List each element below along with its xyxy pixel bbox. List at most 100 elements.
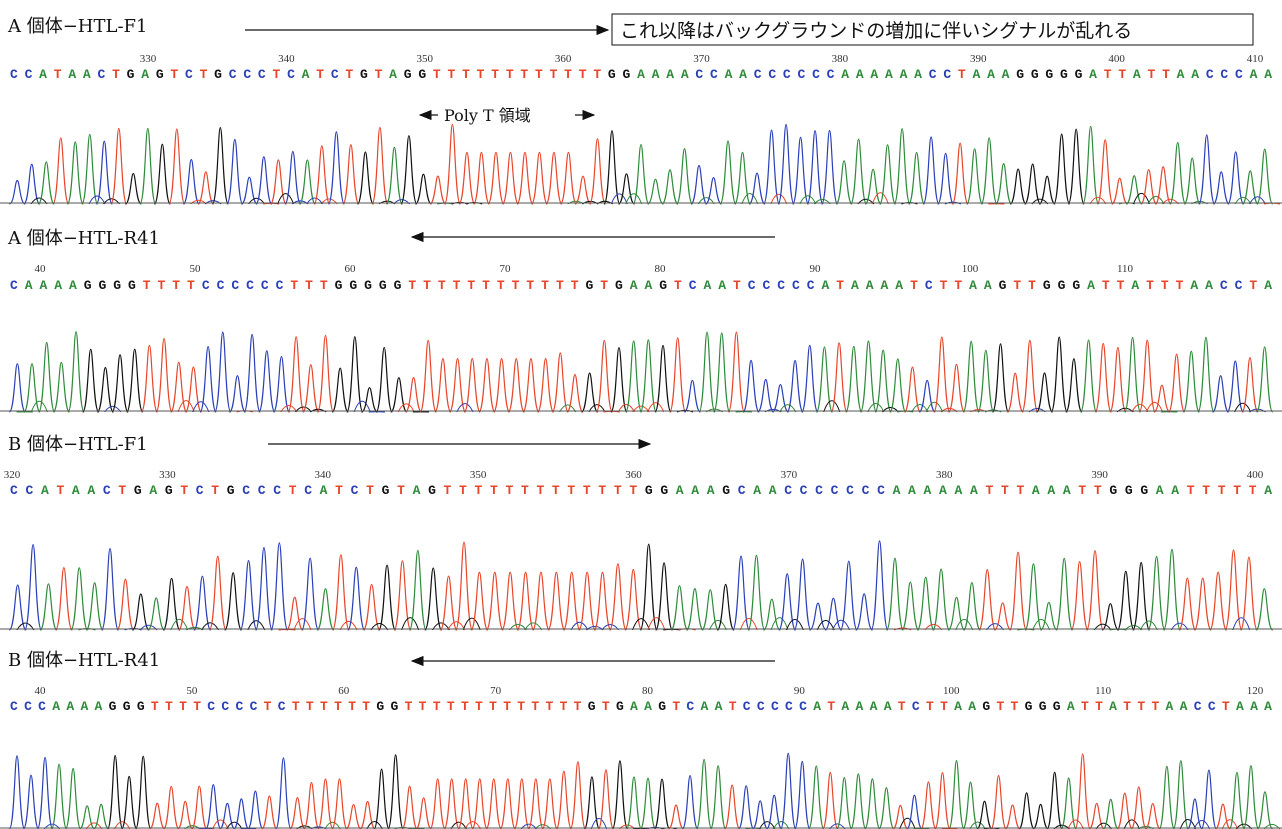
trace-peak <box>979 570 996 630</box>
trace-peak <box>304 782 319 829</box>
trace-peak <box>671 586 688 630</box>
trace-peak <box>582 373 598 412</box>
trace-peak <box>921 782 936 829</box>
trace-peak <box>347 337 363 412</box>
position-number: 330 <box>140 53 157 65</box>
trace-peak <box>934 337 950 412</box>
trace-peak <box>1039 176 1055 204</box>
trace-peak <box>702 590 719 630</box>
trace-peak <box>456 542 473 630</box>
trace-peak <box>1125 337 1141 412</box>
trace-peak <box>299 160 315 204</box>
trace-peak <box>1051 337 1067 412</box>
panel-label: B 個体−HTL-R41 <box>8 650 160 671</box>
trace-peak <box>262 796 277 829</box>
position-number: 360 <box>555 53 572 65</box>
trace-peak <box>517 152 533 204</box>
trace-peak <box>1036 373 1052 412</box>
trace-peak <box>1148 556 1165 630</box>
trace-peak <box>286 597 303 630</box>
trace-peak <box>343 145 359 204</box>
trace-peak <box>1083 126 1099 204</box>
trace-peak <box>517 572 534 630</box>
trace-peak <box>619 174 635 204</box>
trace-peak <box>810 603 827 630</box>
trace-peak <box>459 152 475 204</box>
trace-peak <box>648 179 664 204</box>
trace-peak <box>1213 376 1229 412</box>
trace-peak <box>584 777 599 829</box>
trace-peak <box>502 152 518 204</box>
trace-peak <box>430 779 445 829</box>
trace-peak <box>508 359 524 412</box>
trace-peak <box>473 152 489 204</box>
trace-peak <box>1170 143 1186 204</box>
trace-peak <box>523 359 539 412</box>
trace-peak <box>1071 562 1088 630</box>
trace-peak <box>255 548 272 630</box>
trace-peak <box>388 755 403 829</box>
trace-peak <box>1022 340 1038 412</box>
trace-peak <box>542 779 557 829</box>
trace-peak <box>682 776 697 829</box>
trace-peak <box>420 340 436 412</box>
trace-peak <box>590 139 606 204</box>
trace-peak <box>1173 761 1188 829</box>
trace-peak <box>612 761 627 829</box>
trace-peak <box>164 786 179 829</box>
trace-peak <box>831 343 847 412</box>
trace-peak <box>1025 164 1041 204</box>
trace-peak <box>1198 337 1214 412</box>
position-number: 370 <box>781 469 798 481</box>
trace-peak <box>880 145 896 204</box>
trace-peak <box>548 572 565 630</box>
position-number: 40 <box>35 685 47 697</box>
figure: これ以降はバックグラウンドの増加に伴いシグナルが乱れる Poly T 領域 A … <box>0 0 1282 829</box>
trace-peak <box>720 141 736 204</box>
trace-peak <box>1075 754 1090 829</box>
trace-peak <box>825 598 842 630</box>
trace-peak <box>749 173 765 204</box>
trace-peak <box>1019 793 1034 829</box>
trace-peak <box>25 545 42 630</box>
trace-peak <box>714 333 730 412</box>
trace-peak <box>1080 340 1096 412</box>
trace-peak <box>148 598 165 630</box>
trace-peak <box>640 544 657 630</box>
trace-peak <box>328 132 344 204</box>
trace-peak <box>1210 572 1227 630</box>
trace-peak <box>552 353 568 412</box>
position-number: 110 <box>1095 685 1112 697</box>
trace-peak <box>772 385 788 412</box>
trace-peak <box>141 345 157 412</box>
trace-peak <box>444 779 459 829</box>
trace-noise <box>1033 620 1050 630</box>
trace-peak <box>668 805 683 829</box>
trace-peak <box>1256 589 1273 630</box>
trace-peak <box>386 147 402 204</box>
trace-noise <box>900 818 915 829</box>
trace-peak <box>752 801 767 829</box>
sequence: CAAAAGGGGTTTTCCCCCCTTTGGGGGTTTTTTTTTTTTG… <box>10 278 1272 293</box>
trace-noise <box>178 401 194 412</box>
trace-peak <box>472 779 487 829</box>
trace-peak <box>706 178 722 204</box>
trace-peak <box>654 779 669 829</box>
trace-peak <box>640 340 656 412</box>
trace-peak <box>24 364 40 412</box>
trace-peak <box>67 142 83 204</box>
position-number: 350 <box>470 469 487 481</box>
trace-peak <box>379 565 396 630</box>
trace-peak <box>933 569 950 630</box>
trace-peak <box>1227 361 1243 412</box>
trace-peak <box>570 762 585 829</box>
trace-peak <box>53 362 69 412</box>
trace-peak <box>127 349 143 412</box>
trace-peak <box>209 556 226 630</box>
trace-noise <box>31 401 47 412</box>
trace-peak <box>560 152 576 204</box>
trace-peak <box>363 584 380 630</box>
trace-peak <box>1061 778 1076 829</box>
trace-peak <box>183 160 199 204</box>
trace-peak <box>938 153 954 204</box>
